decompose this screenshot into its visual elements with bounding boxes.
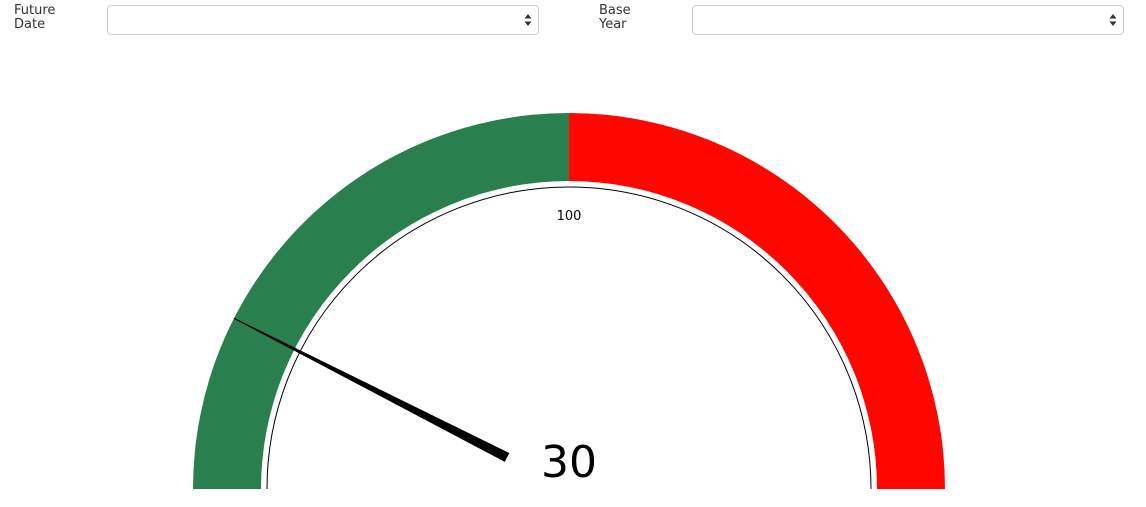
up-down-arrows-icon xyxy=(1109,14,1117,26)
gauge-band-1 xyxy=(193,113,569,489)
future-date-label: Future Date xyxy=(14,3,56,32)
base-year-select[interactable] xyxy=(692,5,1124,35)
gauge-value-label: 30 xyxy=(541,437,597,488)
up-down-arrows-icon xyxy=(524,14,532,26)
base-year-label: Base Year xyxy=(599,3,631,32)
gauge-tick-label: 100 xyxy=(557,209,582,224)
future-date-select[interactable] xyxy=(107,5,539,35)
gauge-inner-ring xyxy=(266,186,872,490)
gauge-band-2 xyxy=(569,113,945,489)
gauge-needle xyxy=(233,317,510,462)
